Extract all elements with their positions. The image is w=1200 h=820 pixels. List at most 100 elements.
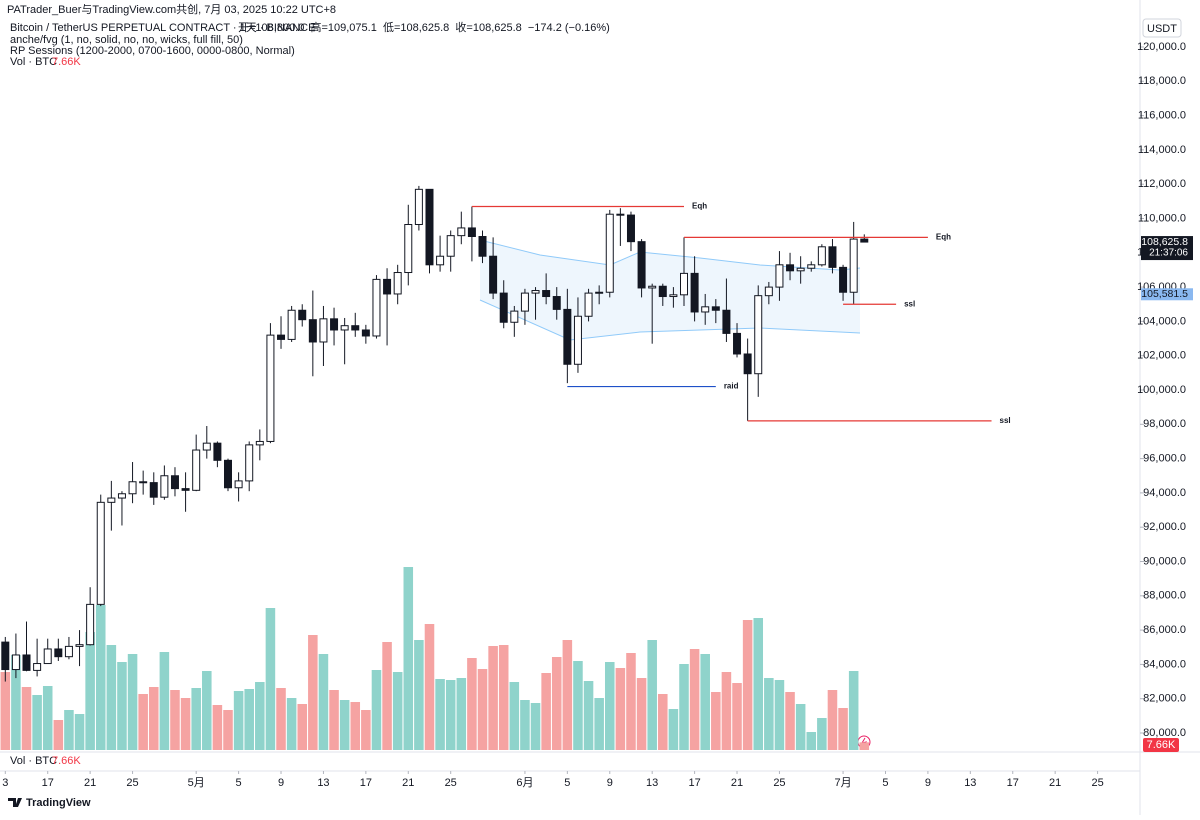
volume-bar — [583, 681, 594, 750]
volume-bar — [106, 645, 117, 750]
x-tick-label: 9 — [607, 777, 613, 789]
candle-body — [64, 645, 73, 658]
candle-body — [478, 236, 487, 257]
volume-bar — [573, 661, 583, 750]
volume-bar — [138, 694, 148, 750]
volume-bar — [636, 678, 647, 750]
volume-bar — [827, 690, 838, 750]
candle-body — [372, 278, 381, 337]
x-tick-label: 17 — [1007, 777, 1019, 789]
candle-body — [361, 329, 370, 337]
candle-body — [234, 480, 243, 489]
candle-body — [605, 213, 614, 293]
candle-body — [160, 475, 169, 498]
volume-bar — [456, 678, 467, 750]
candle-body — [1, 641, 10, 671]
session-band — [480, 240, 860, 340]
x-tick-label: 3 — [2, 777, 8, 789]
x-tick-label: 21 — [1049, 777, 1061, 789]
candle-body — [711, 306, 720, 311]
volume-bar — [594, 698, 604, 750]
candle-body — [807, 264, 816, 269]
y-tick-label: 102,000.0 — [1137, 350, 1186, 362]
volume-bar — [498, 645, 509, 750]
price-badge-bg — [1141, 236, 1193, 261]
candle-body — [743, 353, 752, 375]
volume-bar — [721, 672, 732, 750]
candle-body — [616, 213, 625, 216]
candle-body — [351, 325, 360, 331]
candle-body — [489, 255, 498, 294]
volume-bar — [562, 640, 573, 750]
volume-bar — [11, 655, 21, 750]
candle-body — [170, 475, 179, 490]
candle-body — [86, 603, 95, 646]
candle-body — [775, 264, 784, 288]
level-label: Eqh — [692, 202, 707, 211]
candle-body — [192, 449, 201, 491]
volume-bar — [361, 710, 371, 750]
currency-box[interactable] — [1142, 18, 1182, 38]
candle-body — [552, 296, 561, 310]
candle-body — [54, 648, 63, 658]
volume-bar — [382, 642, 392, 750]
volume-bar — [170, 690, 180, 750]
y-tick-label: 120,000.0 — [1137, 41, 1186, 53]
candle-body — [754, 295, 763, 375]
currency: USDT — [1147, 23, 1177, 35]
y-tick-label: 90,000.0 — [1143, 555, 1186, 567]
volume-bar — [223, 710, 233, 750]
x-tick-label: 17 — [688, 777, 700, 789]
candle-body — [213, 442, 222, 461]
y-tick-label: 80,000.0 — [1143, 727, 1186, 739]
candle-body — [764, 286, 773, 297]
candle-body — [414, 188, 423, 226]
x-tick-label: 17 — [360, 777, 372, 789]
candle-body — [733, 332, 742, 355]
volume-bar — [785, 692, 795, 750]
x-tick-label: 25 — [773, 777, 785, 789]
volume-bar — [74, 714, 85, 750]
candle-body — [128, 481, 137, 495]
volume-bar — [265, 608, 276, 750]
countdown: 21:37:06 — [1149, 248, 1188, 259]
y-tick-label: 96,000.0 — [1143, 453, 1186, 465]
candle-body — [626, 214, 635, 243]
candle-body — [33, 663, 42, 671]
candle-body — [383, 278, 392, 295]
volume-bar — [32, 695, 42, 750]
candle-body — [648, 285, 657, 289]
volume-bar — [551, 657, 562, 750]
volume-bar — [817, 718, 827, 750]
volume-bar — [403, 567, 414, 750]
symbol: Bitcoin / TetherUS PERPETUAL CONTRACT · … — [10, 22, 315, 34]
volume-bar — [615, 668, 626, 750]
x-tick-label: 5 — [236, 777, 242, 789]
candle-body — [510, 310, 519, 323]
x-tick-label: 13 — [964, 777, 976, 789]
credit: PATrader_Buer与TradingView.com共创, 7月 03, … — [7, 3, 336, 16]
volume-value: 7.66K — [52, 56, 81, 68]
candle-body — [117, 493, 126, 499]
volume-bar — [64, 710, 74, 750]
candle-body — [520, 292, 529, 312]
volume-value: 7.66K — [52, 755, 81, 767]
candle-body — [563, 308, 572, 365]
y-tick-label: 94,000.0 — [1143, 487, 1186, 499]
volume-bar — [233, 691, 244, 750]
volume-bar — [276, 688, 286, 750]
candle-body — [499, 292, 508, 323]
candle-body — [436, 255, 445, 266]
volume-badge-bg — [1143, 738, 1179, 752]
candle-body — [308, 319, 317, 343]
x-tick-label: 9 — [925, 777, 931, 789]
volume-bar — [329, 690, 339, 750]
candle-body — [75, 644, 84, 647]
volume-bar — [339, 700, 350, 750]
volume-bar — [414, 640, 424, 750]
candle-body — [849, 238, 858, 293]
volume-bar — [838, 708, 848, 750]
y-tick-label: 86,000.0 — [1143, 624, 1186, 636]
x-tick-label: 5 — [564, 777, 570, 789]
